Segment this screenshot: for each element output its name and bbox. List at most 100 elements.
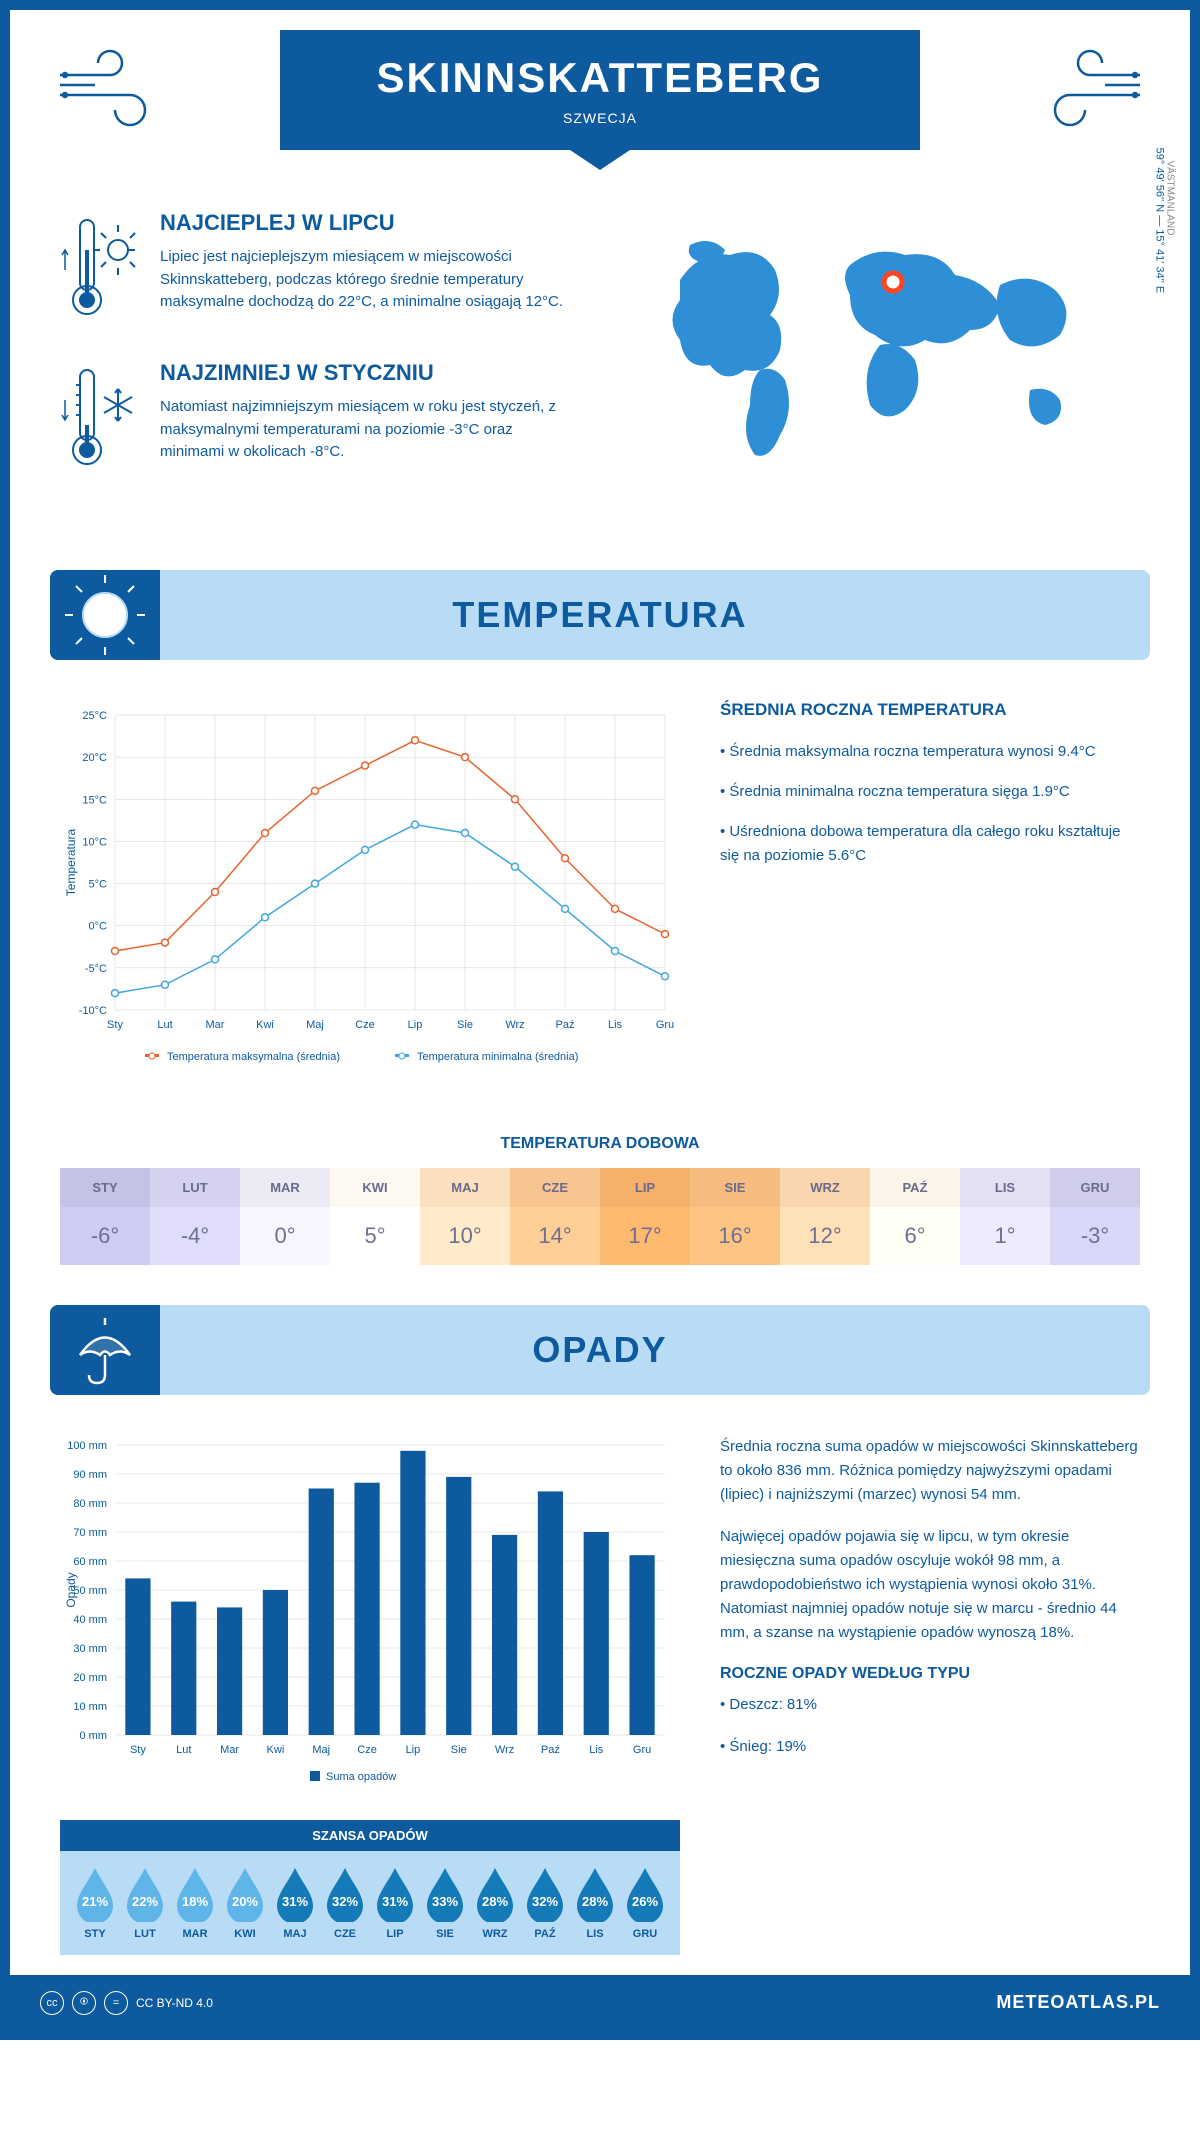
coldest-title: NAJZIMNIEJ W STYCZNIU bbox=[160, 360, 580, 386]
svg-text:-10°C: -10°C bbox=[79, 1005, 107, 1017]
svg-text:Wrz: Wrz bbox=[495, 1744, 514, 1756]
daily-cell: SIE 16° bbox=[690, 1168, 780, 1265]
chance-cell: 28% LIS bbox=[570, 1866, 620, 1940]
intro-right: 59° 49' 56'' N — 15° 41' 34'' E VÄSTMANL… bbox=[620, 210, 1140, 510]
coldest-body: Natomiast najzimniejszym miesiącem w rok… bbox=[160, 396, 580, 464]
country-name: SZWECJA bbox=[563, 110, 637, 126]
temperature-section-bar: TEMPERATURA bbox=[50, 570, 1150, 660]
header-banner: SKINNSKATTEBERG SZWECJA bbox=[280, 30, 920, 150]
temperature-line-chart: -10°C-5°C0°C5°C10°C15°C20°C25°CStyLutMar… bbox=[60, 700, 680, 1080]
precip-section-bar: OPADY bbox=[50, 1305, 1150, 1395]
svg-text:Maj: Maj bbox=[306, 1019, 324, 1031]
daily-temp-title: TEMPERATURA DOBOWA bbox=[10, 1135, 1190, 1153]
svg-text:5°C: 5°C bbox=[89, 879, 108, 891]
precip-content: 0 mm10 mm20 mm30 mm40 mm50 mm60 mm70 mm8… bbox=[10, 1395, 1190, 1975]
brand: METEOATLAS.PL bbox=[996, 1992, 1160, 2013]
daily-cell: LUT -4° bbox=[150, 1168, 240, 1265]
svg-text:0°C: 0°C bbox=[89, 921, 108, 933]
daily-cell: GRU -3° bbox=[1050, 1168, 1140, 1265]
chance-cell: 32% PAŹ bbox=[520, 1866, 570, 1940]
chance-cell: 21% STY bbox=[70, 1866, 120, 1940]
svg-text:Lis: Lis bbox=[589, 1744, 604, 1756]
precip-p1: Średnia roczna suma opadów w miejscowośc… bbox=[720, 1435, 1140, 1507]
daily-cell: MAJ 10° bbox=[420, 1168, 510, 1265]
temperature-content: -10°C-5°C0°C5°C10°C15°C20°C25°CStyLutMar… bbox=[10, 660, 1190, 1105]
svg-text:Lip: Lip bbox=[408, 1019, 423, 1031]
svg-text:100 mm: 100 mm bbox=[67, 1440, 107, 1452]
chance-cell: 18% MAR bbox=[170, 1866, 220, 1940]
chance-cell: 31% LIP bbox=[370, 1866, 420, 1940]
svg-text:50 mm: 50 mm bbox=[73, 1585, 107, 1597]
svg-text:Maj: Maj bbox=[312, 1744, 330, 1756]
svg-text:Gru: Gru bbox=[633, 1744, 651, 1756]
nd-icon: = bbox=[104, 1991, 128, 2015]
temperature-title: TEMPERATURA bbox=[452, 594, 747, 636]
avg-temp-p3: • Uśredniona dobowa temperatura dla całe… bbox=[720, 820, 1140, 868]
chance-table: 21% STY 22% LUT 18% MAR bbox=[60, 1851, 680, 1955]
precip-type-title: ROCZNE OPADY WEDŁUG TYPU bbox=[720, 1665, 1140, 1683]
svg-text:Paź: Paź bbox=[556, 1019, 575, 1031]
warmest-block: NAJCIEPLEJ W LIPCU Lipiec jest najcieple… bbox=[60, 210, 580, 330]
svg-text:40 mm: 40 mm bbox=[73, 1614, 107, 1626]
coldest-block: NAJZIMNIEJ W STYCZNIU Natomiast najzimni… bbox=[60, 360, 580, 480]
precip-rain: • Deszcz: 81% bbox=[720, 1693, 1140, 1717]
daily-cell: MAR 0° bbox=[240, 1168, 330, 1265]
warmest-body: Lipiec jest najcieplejszym miesiącem w m… bbox=[160, 246, 580, 314]
svg-text:Lip: Lip bbox=[406, 1744, 421, 1756]
svg-text:25°C: 25°C bbox=[82, 710, 107, 722]
svg-text:80 mm: 80 mm bbox=[73, 1498, 107, 1510]
precip-snow: • Śnieg: 19% bbox=[720, 1735, 1140, 1759]
avg-temp-p2: • Średnia minimalna roczna temperatura s… bbox=[720, 780, 1140, 804]
svg-text:Temperatura maksymalna (średni: Temperatura maksymalna (średnia) bbox=[167, 1051, 340, 1063]
svg-text:20°C: 20°C bbox=[82, 752, 107, 764]
svg-text:20 mm: 20 mm bbox=[73, 1672, 107, 1684]
chance-cell: 26% GRU bbox=[620, 1866, 670, 1940]
daily-cell: LIP 17° bbox=[600, 1168, 690, 1265]
svg-text:Mar: Mar bbox=[220, 1744, 239, 1756]
temperature-side: ŚREDNIA ROCZNA TEMPERATURA • Średnia mak… bbox=[720, 700, 1140, 1085]
svg-text:Kwi: Kwi bbox=[256, 1019, 274, 1031]
chance-cell: 32% CZE bbox=[320, 1866, 370, 1940]
svg-text:Temperatura: Temperatura bbox=[64, 828, 78, 896]
svg-text:Gru: Gru bbox=[656, 1019, 674, 1031]
sun-icon bbox=[65, 575, 145, 655]
city-name: SKINNSKATTEBERG bbox=[377, 54, 824, 102]
svg-text:Sie: Sie bbox=[457, 1019, 473, 1031]
precip-chart-area: 0 mm10 mm20 mm30 mm40 mm50 mm60 mm70 mm8… bbox=[60, 1435, 680, 1955]
chance-cell: 33% SIE bbox=[420, 1866, 470, 1940]
avg-temp-title: ŚREDNIA ROCZNA TEMPERATURA bbox=[720, 700, 1140, 720]
chance-cell: 22% LUT bbox=[120, 1866, 170, 1940]
svg-text:15°C: 15°C bbox=[82, 794, 107, 806]
precip-side: Średnia roczna suma opadów w miejscowośc… bbox=[720, 1435, 1140, 1955]
svg-text:Lut: Lut bbox=[157, 1019, 172, 1031]
chance-cell: 31% MAJ bbox=[270, 1866, 320, 1940]
world-map bbox=[620, 210, 1140, 490]
temperature-chart: -10°C-5°C0°C5°C10°C15°C20°C25°CStyLutMar… bbox=[60, 700, 680, 1085]
daily-cell: CZE 14° bbox=[510, 1168, 600, 1265]
coldest-text: NAJZIMNIEJ W STYCZNIU Natomiast najzimni… bbox=[160, 360, 580, 480]
warmest-title: NAJCIEPLEJ W LIPCU bbox=[160, 210, 580, 236]
intro-section: NAJCIEPLEJ W LIPCU Lipiec jest najcieple… bbox=[10, 190, 1190, 550]
svg-text:10°C: 10°C bbox=[82, 836, 107, 848]
cc-icon: cc bbox=[40, 1991, 64, 2015]
daily-cell: STY -6° bbox=[60, 1168, 150, 1265]
thermometer-hot-icon bbox=[60, 210, 140, 330]
daily-cell: LIS 1° bbox=[960, 1168, 1050, 1265]
license-text: CC BY-ND 4.0 bbox=[136, 1996, 213, 2010]
svg-text:-5°C: -5°C bbox=[85, 963, 107, 975]
daily-temp-table: STY -6° LUT -4° MAR 0° KWI 5° MAJ 10° CZ… bbox=[60, 1168, 1140, 1265]
daily-cell: KWI 5° bbox=[330, 1168, 420, 1265]
svg-text:Lis: Lis bbox=[608, 1019, 623, 1031]
svg-text:Cze: Cze bbox=[355, 1019, 375, 1031]
precip-bar-chart: 0 mm10 mm20 mm30 mm40 mm50 mm60 mm70 mm8… bbox=[60, 1435, 680, 1795]
by-icon: 🅯 bbox=[72, 1991, 96, 2015]
svg-text:Paź: Paź bbox=[541, 1744, 560, 1756]
svg-text:10 mm: 10 mm bbox=[73, 1701, 107, 1713]
svg-text:Kwi: Kwi bbox=[267, 1744, 285, 1756]
warmest-text: NAJCIEPLEJ W LIPCU Lipiec jest najcieple… bbox=[160, 210, 580, 330]
avg-temp-p1: • Średnia maksymalna roczna temperatura … bbox=[720, 740, 1140, 764]
svg-text:70 mm: 70 mm bbox=[73, 1527, 107, 1539]
chance-cell: 20% KWI bbox=[220, 1866, 270, 1940]
svg-text:0 mm: 0 mm bbox=[80, 1730, 108, 1742]
daily-cell: PAŹ 6° bbox=[870, 1168, 960, 1265]
